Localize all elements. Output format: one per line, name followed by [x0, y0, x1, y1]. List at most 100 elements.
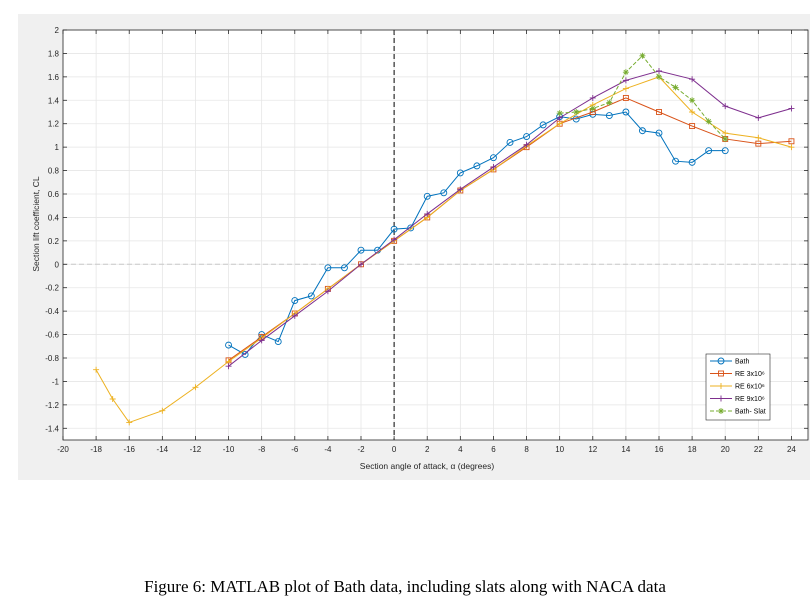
- y-tick-label: -0.8: [45, 354, 59, 363]
- y-tick-label: 0: [55, 260, 60, 269]
- x-tick-label: -12: [190, 445, 202, 454]
- series-line: [228, 70, 792, 367]
- y-tick-label: -0.4: [45, 307, 59, 316]
- data-point: [672, 157, 680, 165]
- data-point: [656, 68, 662, 74]
- data-point: [622, 69, 629, 76]
- data-point: [340, 264, 348, 272]
- data-point: [241, 351, 249, 358]
- data-point: [473, 162, 481, 170]
- figure-canvas: -20 -18 -16 -14 -12 -10 -8 -6 -4 -2 0 2 4 6 8 10 12 14 16 1…: [18, 14, 810, 480]
- x-tick-label: 22: [754, 445, 763, 454]
- data-point: [457, 186, 464, 193]
- plot-area: [63, 30, 808, 440]
- data-point: [225, 341, 233, 349]
- y-tick-label: 1.8: [48, 49, 60, 58]
- data-point: [656, 109, 662, 115]
- y-tick-label: -1.4: [45, 424, 59, 433]
- data-point: [622, 94, 629, 101]
- legend-entry: Bath: [735, 359, 750, 366]
- data-point: [556, 110, 563, 117]
- data-point: [440, 189, 448, 197]
- data-point: [358, 261, 364, 268]
- x-tick-label: -18: [90, 445, 102, 454]
- data-point: [539, 121, 547, 129]
- data-point: [556, 120, 563, 127]
- legend-marker: [718, 383, 724, 389]
- data-point: [291, 297, 299, 305]
- data-point: [788, 144, 795, 151]
- x-tick-label: -14: [157, 445, 169, 454]
- data-point: [705, 147, 713, 155]
- data-point: [589, 94, 596, 101]
- x-tick-label: 14: [621, 445, 630, 454]
- data-point: [456, 169, 464, 177]
- data-point: [622, 85, 629, 92]
- y-tick-label: -1.2: [45, 401, 59, 410]
- data-point: [589, 105, 596, 112]
- x-tick-label: 18: [688, 445, 697, 454]
- data-point: [605, 112, 613, 119]
- x-tick-label: -10: [223, 445, 235, 454]
- y-axis-label: Section lift coefficient, CL: [31, 176, 41, 272]
- x-tick-label: 4: [458, 445, 463, 454]
- data-point: [705, 118, 712, 125]
- x-tick-label: -8: [258, 445, 266, 454]
- data-point: [638, 127, 646, 135]
- x-tick-label: 16: [655, 445, 664, 454]
- x-tick-label: -20: [57, 445, 69, 454]
- data-point: [357, 246, 365, 254]
- data-point: [407, 224, 415, 232]
- legend-marker: [718, 370, 724, 377]
- x-axis-ticks: -20 -18 -16 -14 -12 -10 -8 -6 -4 -2 0 2 4 6 8 10 12 14 16 1…: [57, 30, 796, 454]
- data-point: [689, 123, 696, 130]
- data-point: [788, 138, 795, 145]
- series-line: [228, 111, 726, 356]
- x-tick-label: -16: [123, 445, 135, 454]
- plot-frame: [62, 29, 809, 441]
- y-tick-label: -0.6: [45, 331, 59, 340]
- lift-coefficient-chart: -20 -18 -16 -14 -12 -10 -8 -6 -4 -2 0 2 4 6 8 10 12 14 16 1…: [31, 26, 809, 471]
- data-point: [506, 139, 514, 146]
- y-tick-label: 1.4: [48, 96, 60, 105]
- data-point: [722, 130, 729, 137]
- data-point: [606, 99, 613, 106]
- x-tick-label: 2: [425, 445, 430, 454]
- y-tick-label: 1: [55, 143, 60, 152]
- y-tick-label: -0.2: [45, 284, 59, 293]
- data-point: [622, 108, 630, 116]
- data-point: [93, 366, 100, 373]
- data-point: [656, 73, 662, 80]
- y-tick-label: 1.2: [48, 120, 60, 129]
- data-series: [93, 52, 795, 426]
- data-point: [689, 76, 696, 83]
- x-tick-label: 6: [491, 445, 496, 454]
- x-axis-label: Section angle of attack, α (degrees): [360, 461, 495, 471]
- data-point: [390, 225, 398, 233]
- x-tick-label: 10: [555, 445, 564, 454]
- data-point: [391, 236, 398, 243]
- y-tick-label: 1.6: [48, 73, 60, 82]
- data-point: [126, 419, 133, 426]
- legend-entry: Bath- Slat: [735, 409, 766, 416]
- data-point: [225, 363, 232, 370]
- data-point: [489, 154, 497, 162]
- x-tick-label: -6: [291, 445, 299, 454]
- data-point: [688, 158, 696, 166]
- data-point: [307, 292, 315, 300]
- reference-lines: [63, 30, 808, 440]
- legend-marker: [718, 408, 724, 414]
- data-point: [622, 77, 629, 84]
- data-point: [291, 312, 298, 319]
- data-point: [722, 103, 729, 110]
- data-point: [523, 141, 530, 148]
- y-tick-label: 0.8: [48, 167, 60, 176]
- legend-entry: RE 6x10⁶: [735, 384, 765, 391]
- data-point: [423, 192, 431, 200]
- x-tick-label: 8: [524, 445, 529, 454]
- series-re-9x10: [225, 68, 795, 370]
- legend-marker: [717, 357, 725, 365]
- legend-entry: RE 9x10⁶: [735, 396, 765, 403]
- x-tick-label: -4: [324, 445, 332, 454]
- data-point: [109, 396, 116, 402]
